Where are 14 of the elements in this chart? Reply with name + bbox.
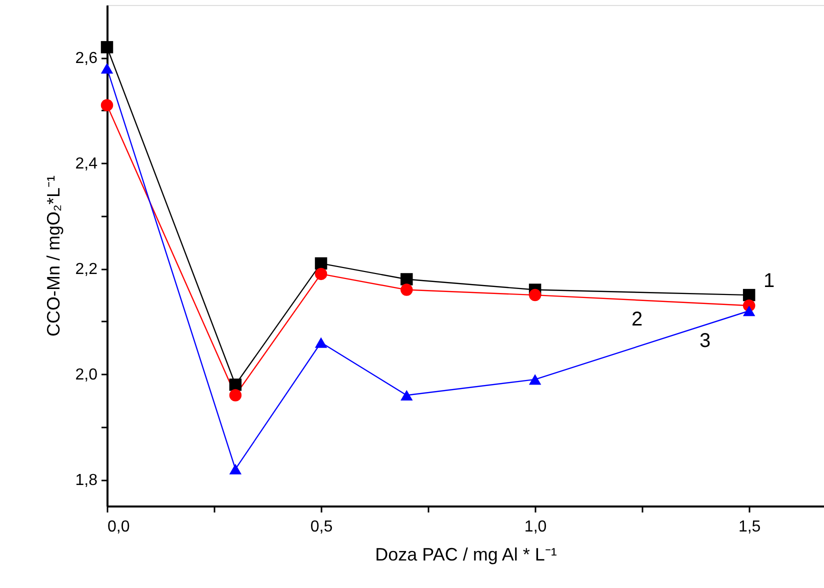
y-axis-title: CCO-Mn / mgO₂*L⁻¹ [43,175,64,337]
x-tick-label: 0,5 [310,518,333,536]
y-tick-label: 2,2 [75,261,98,278]
series-label: 2 [632,308,643,331]
x-tick-label: 0,0 [108,518,130,536]
series-label: 3 [700,330,711,352]
series-label: 1 [764,270,775,292]
y-tick-label: 2,0 [75,366,98,384]
x-tick-label: 1,0 [524,518,547,536]
y-tick-label: 2,4 [75,156,98,173]
x-axis-title: Doza PAC / mg Al * L⁻¹ [375,544,557,564]
y-tick-label: 1,8 [75,472,98,490]
x-tick-label: 1,5 [738,518,761,536]
y-tick-label: 2,6 [75,50,98,68]
